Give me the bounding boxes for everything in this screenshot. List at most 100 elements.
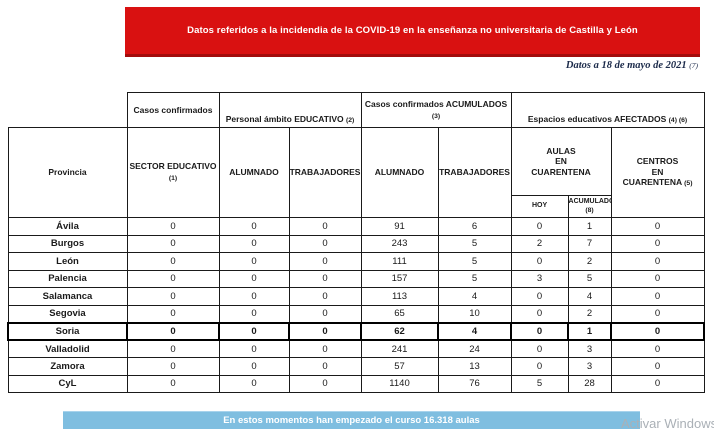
value-cell: 5 (510, 374, 569, 393)
value-cell: 243 (360, 234, 439, 253)
column-header-row: Provincia SECTOR EDUCATIVO (1) ALUMNADO … (7, 127, 705, 218)
value-cell: 5 (567, 269, 612, 288)
value-cell: 0 (126, 287, 220, 306)
value-cell: 0 (288, 357, 362, 376)
value-cell: 0 (218, 217, 290, 236)
col-alumnado-acumulado: ALUMNADO (360, 127, 439, 218)
value-cell: 0 (126, 252, 220, 271)
value-cell: 0 (218, 374, 290, 393)
value-cell: 0 (218, 269, 290, 288)
value-cell: 0 (288, 339, 362, 358)
value-cell: 4 (437, 321, 513, 341)
footnote-3: (3) (431, 112, 441, 120)
value-cell: 3 (567, 357, 612, 376)
province-cell: Valladolid (7, 339, 128, 358)
value-cell: 2 (567, 252, 612, 271)
value-cell: 0 (510, 339, 569, 358)
value-cell: 241 (360, 339, 439, 358)
table-row-valladolid: Valladolid 0 0 0 241 24 0 3 0 (7, 339, 705, 358)
value-cell: 0 (288, 217, 362, 236)
covid-education-table: Casos confirmados Personal ámbito EDUCAT… (7, 92, 706, 393)
province-cell: Soria (7, 321, 128, 341)
province-cell: Salamanca (7, 287, 128, 306)
value-cell: 0 (288, 287, 362, 306)
value-cell: 0 (288, 252, 362, 271)
value-cell: 0 (610, 304, 705, 323)
group-personal-educativo: Personal ámbito EDUCATIVO (2) (218, 92, 362, 128)
value-cell: 5 (437, 269, 512, 288)
value-cell: 5 (437, 252, 512, 271)
value-cell: 0 (126, 321, 220, 341)
value-cell: 0 (218, 252, 290, 271)
value-cell: 0 (610, 374, 705, 393)
value-cell: 0 (610, 217, 705, 236)
value-cell: 0 (218, 234, 290, 253)
value-cell: 0 (510, 217, 569, 236)
table-row-palencia: Palencia 0 0 0 157 5 3 5 0 (7, 269, 705, 288)
footnote-4-6: (4) (6) (668, 116, 688, 124)
value-cell: 10 (437, 304, 512, 323)
value-cell: 6 (437, 217, 512, 236)
value-cell: 0 (610, 339, 705, 358)
col-aulas-en-cuarentena: AULAS EN CUARENTENA (510, 127, 612, 196)
col-provincia: Provincia (7, 127, 128, 218)
value-cell: 0 (218, 339, 290, 358)
value-cell: 111 (360, 252, 439, 271)
province-cell: Burgos (7, 234, 128, 253)
value-cell: 4 (567, 287, 612, 306)
value-cell: 28 (567, 374, 612, 393)
value-cell: 62 (360, 321, 440, 341)
col-aulas-hoy: HOY (510, 195, 569, 218)
value-cell: 5 (437, 234, 512, 253)
footer-banner: En estos momentos han empezado el curso … (63, 411, 640, 429)
value-cell: 0 (218, 321, 290, 341)
value-cell: 113 (360, 287, 439, 306)
province-cell: Palencia (7, 269, 128, 288)
value-cell: 0 (288, 234, 362, 253)
group-espacios-afectados: Espacios educativos AFECTADOS (4) (6) (510, 92, 705, 128)
table-row-segovia: Segovia 0 0 0 65 10 0 2 0 (7, 304, 705, 323)
value-cell: 0 (610, 252, 705, 271)
table-row-avila: Ávila 0 0 0 91 6 0 1 0 (7, 217, 705, 236)
footer-text: En estos momentos han empezado el curso … (223, 415, 480, 426)
group-header-row: Casos confirmados Personal ámbito EDUCAT… (8, 92, 705, 128)
province-cell: Ávila (7, 217, 128, 236)
footnote-8: (8) (585, 206, 594, 214)
value-cell: 0 (126, 234, 220, 253)
value-cell: 0 (510, 304, 569, 323)
value-cell: 0 (126, 217, 220, 236)
value-cell: 0 (510, 357, 569, 376)
value-cell: 1 (567, 217, 612, 236)
group-casos-confirmados: Casos confirmados (126, 92, 220, 128)
value-cell: 2 (567, 304, 612, 323)
table-row-soria: Soria 0 0 0 62 4 0 1 0 (7, 321, 706, 341)
col-sector-educativo: SECTOR EDUCATIVO (1) (126, 127, 220, 218)
page-title: Datos referidos a la incidendia de la CO… (187, 25, 638, 36)
value-cell: 0 (288, 269, 362, 288)
table-row-salamanca: Salamanca 0 0 0 113 4 0 4 0 (7, 287, 705, 306)
value-cell: 1140 (360, 374, 439, 393)
value-cell: 0 (610, 234, 705, 253)
province-cell: CyL (7, 374, 128, 393)
table-row-leon: León 0 0 0 111 5 0 2 0 (7, 252, 705, 271)
value-cell: 0 (287, 321, 363, 341)
col-centros-en-cuarentena: CENTROS EN CUARENTENA (5) (610, 127, 705, 218)
date-note-footnote: (7) (689, 61, 698, 70)
value-cell: 0 (126, 374, 220, 393)
footnote-5: (5) (684, 180, 693, 188)
title-banner: Datos referidos a la incidendia de la CO… (125, 7, 700, 57)
col-aulas-acumulado: ACUMULADO (8) (567, 195, 612, 218)
value-cell: 0 (218, 357, 290, 376)
footnote-1: (1) (168, 175, 178, 183)
sub-header-row: HOY ACUMULADO (8) (8, 195, 704, 218)
value-cell: 157 (360, 269, 439, 288)
table-row-cyl: CyL 0 0 0 1140 76 5 28 0 (7, 374, 705, 393)
value-cell: 0 (510, 252, 569, 271)
province-cell: Segovia (7, 304, 128, 323)
date-note: Datos a 18 de mayo de 2021 (7) (566, 60, 698, 71)
value-cell: 91 (360, 217, 439, 236)
col-trabajadores-personal: TRABAJADORES (288, 127, 362, 218)
value-cell: 0 (218, 304, 290, 323)
value-cell: 0 (610, 321, 706, 341)
